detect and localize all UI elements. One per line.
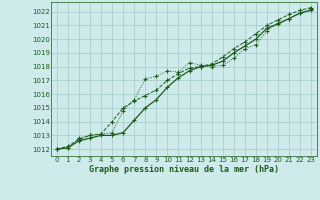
X-axis label: Graphe pression niveau de la mer (hPa): Graphe pression niveau de la mer (hPa) xyxy=(89,165,279,174)
